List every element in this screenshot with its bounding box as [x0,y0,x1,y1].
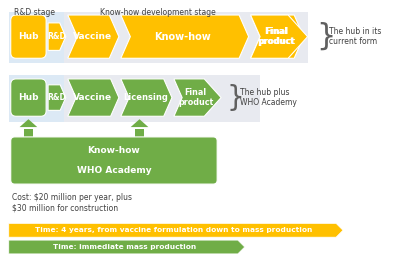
Text: Final
product: Final product [258,27,295,46]
Text: Hub: Hub [18,32,39,41]
Polygon shape [250,15,308,58]
Polygon shape [48,85,66,110]
Text: Final
product: Final product [258,27,295,46]
Text: R&D: R&D [47,93,66,102]
Text: }: } [227,84,245,112]
Text: Hub: Hub [18,93,39,102]
Polygon shape [121,79,172,116]
Polygon shape [20,119,37,127]
Text: Vaccine: Vaccine [73,93,112,102]
Bar [9,12,64,63]
Text: Time: 4 years, from vaccine formulation down to mass production: Time: 4 years, from vaccine formulation … [35,227,312,233]
Polygon shape [174,79,221,116]
Text: }: } [316,22,336,51]
Polygon shape [9,240,245,254]
Text: The hub plus
WHO Academy: The hub plus WHO Academy [240,88,297,107]
FancyBboxPatch shape [11,15,46,58]
Text: Vaccine: Vaccine [73,32,112,41]
Text: Licensing: Licensing [123,93,168,102]
Text: Cost: $20 million per year, plus
$30 million for construction: Cost: $20 million per year, plus $30 mil… [12,193,132,212]
Bar [9,75,64,122]
Bar [24,129,33,137]
Text: Know-how development stage: Know-how development stage [100,8,216,17]
Text: R&D stage: R&D stage [14,8,55,17]
Polygon shape [121,15,249,58]
Text: R&D: R&D [47,32,66,41]
Polygon shape [48,23,66,50]
Text: Final
product: Final product [178,88,213,107]
Polygon shape [68,15,119,58]
Text: Know-how

WHO Academy: Know-how WHO Academy [77,146,151,175]
Text: Time: immediate mass production: Time: immediate mass production [53,244,196,250]
Polygon shape [250,15,304,58]
Polygon shape [9,223,343,237]
Text: The hub in its
current form: The hub in its current form [329,27,382,46]
Bar [64,12,308,63]
Bar [64,75,260,122]
Text: Know-how: Know-how [154,32,210,42]
FancyBboxPatch shape [11,79,46,116]
Bar [134,129,144,137]
FancyBboxPatch shape [11,137,217,184]
Polygon shape [68,79,119,116]
Polygon shape [131,119,148,127]
